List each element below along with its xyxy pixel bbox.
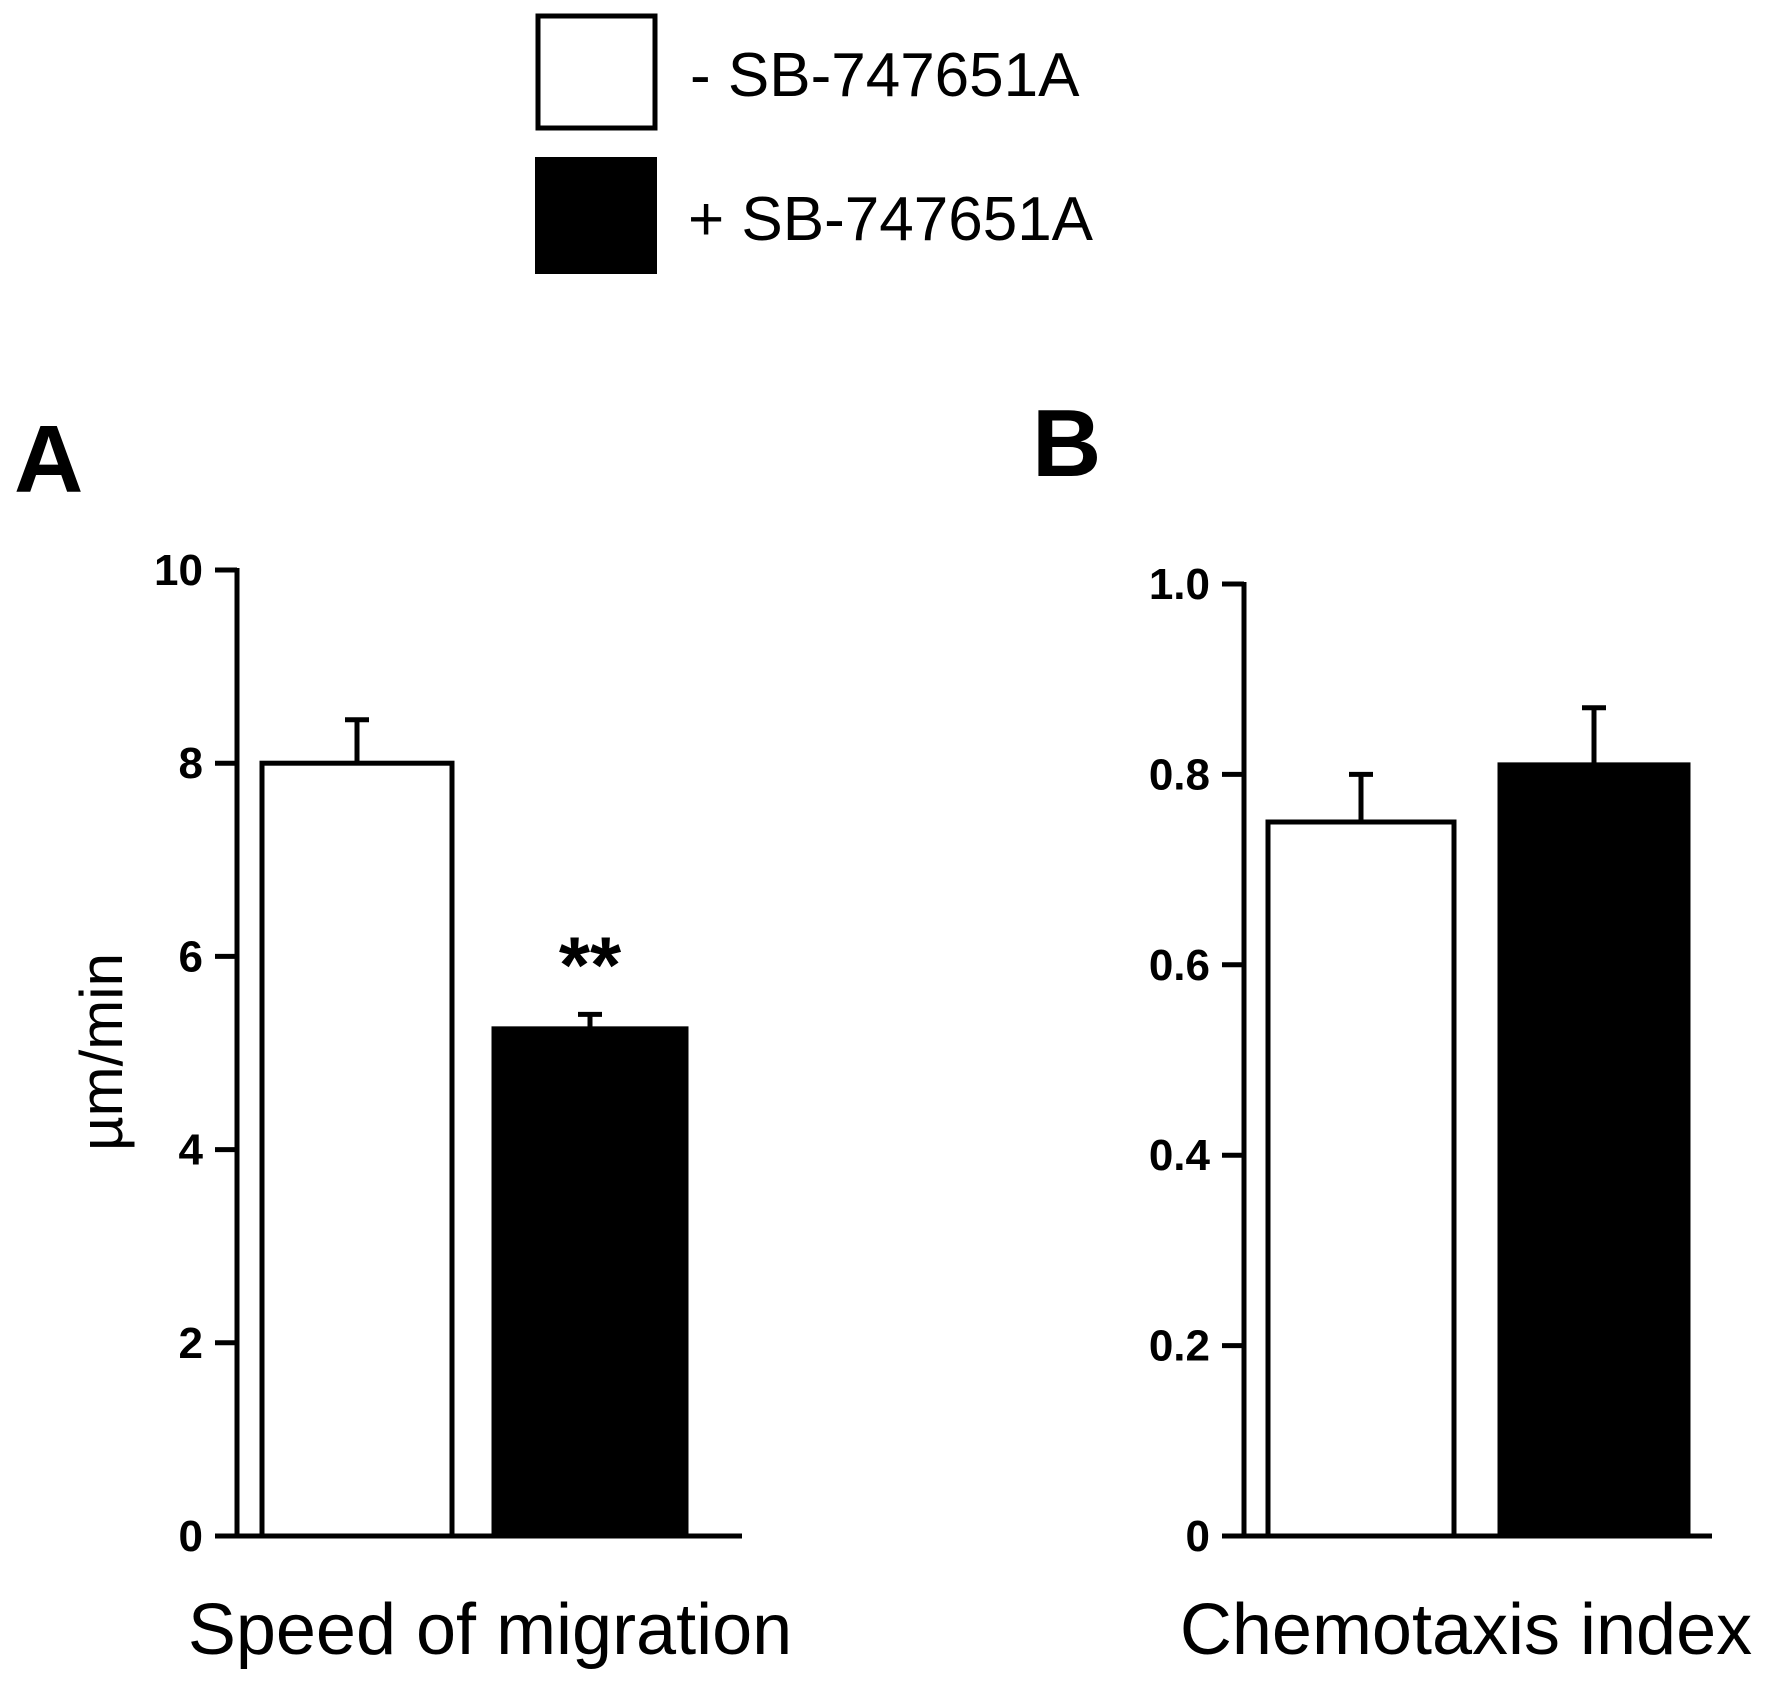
panel-a-x-axis-label: Speed of migration bbox=[188, 1590, 792, 1670]
panel-a-y-tick-label-2: 4 bbox=[179, 1126, 204, 1175]
panel-a-y-tick-label-4: 8 bbox=[179, 739, 203, 788]
panel-b-y-tick-label-4: 0.8 bbox=[1149, 750, 1210, 799]
panel-label-a: A bbox=[14, 406, 83, 513]
panel-b-bar-0 bbox=[1265, 819, 1457, 1539]
panel-a-y-tick-label-0: 0 bbox=[179, 1512, 203, 1561]
legend-label-with: + SB-747651A bbox=[688, 185, 1094, 254]
panel-b-bars bbox=[1265, 762, 1691, 1539]
panel-b-y-tick-label-3: 0.6 bbox=[1149, 941, 1210, 990]
panel-label-b: B bbox=[1032, 390, 1101, 497]
panel-b-y-tick-label-2: 0.4 bbox=[1149, 1131, 1211, 1180]
panel-a-annotations: ** bbox=[559, 920, 622, 1009]
legend-swatch-with bbox=[535, 157, 657, 274]
panel-a-bar-1 bbox=[491, 1026, 689, 1539]
panel-b-error-bars bbox=[1349, 705, 1606, 822]
panel-a-significance-1: ** bbox=[559, 920, 622, 1009]
panel-a-bars bbox=[259, 760, 689, 1539]
legend-label-without: - SB-747651A bbox=[690, 41, 1080, 110]
panel-b: B 0 0.2 0.4 0.6 0.8 1.0 Chemotaxis index bbox=[1032, 390, 1752, 1670]
legend: - SB-747651A + SB-747651A bbox=[535, 13, 1094, 274]
panel-a-y-tick-label-5: 10 bbox=[154, 546, 203, 595]
panel-b-y-tick-label-1: 0.2 bbox=[1149, 1322, 1210, 1371]
panel-a: A 0 2 4 6 8 10 ** µm/min Speed of migration bbox=[14, 406, 792, 1670]
panel-a-y-tick-label-1: 2 bbox=[179, 1319, 203, 1368]
legend-swatch-without bbox=[535, 13, 658, 131]
panel-b-y-tick-label-0: 0 bbox=[1186, 1512, 1210, 1561]
panel-a-y-ticks: 0 2 4 6 8 10 bbox=[154, 546, 237, 1561]
panel-a-bar-0 bbox=[259, 760, 455, 1539]
panel-b-x-axis-label: Chemotaxis index bbox=[1180, 1590, 1752, 1670]
panel-a-y-axis-label: µm/min bbox=[68, 953, 135, 1151]
panel-b-y-tick-label-5: 1.0 bbox=[1149, 560, 1210, 609]
panel-b-bar-1 bbox=[1497, 762, 1691, 1539]
panel-b-y-ticks: 0 0.2 0.4 0.6 0.8 1.0 bbox=[1149, 560, 1244, 1561]
panel-a-error-bars bbox=[345, 717, 602, 1029]
panel-a-y-tick-label-3: 6 bbox=[179, 932, 203, 981]
